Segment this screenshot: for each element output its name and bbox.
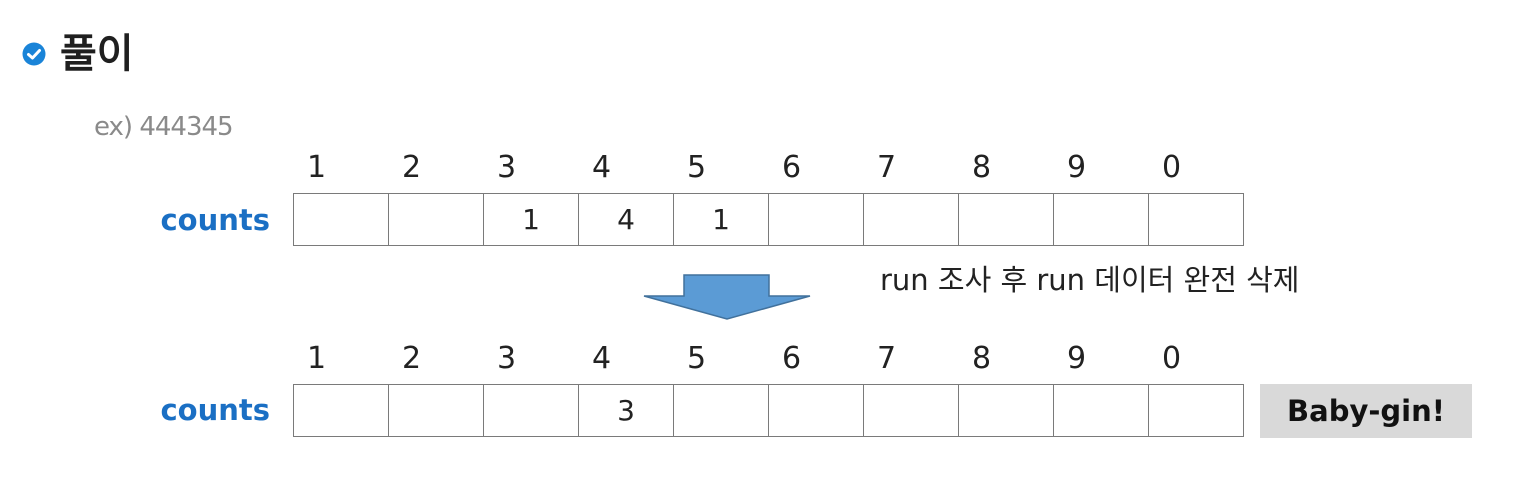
count-cell [769, 385, 864, 436]
count-cell [959, 385, 1054, 436]
digit-header: 3 [497, 341, 517, 376]
counts-label-after: counts [160, 393, 270, 427]
digit-header: 8 [972, 150, 992, 185]
digit-header: 6 [782, 150, 802, 185]
page-title: 풀이 [60, 31, 134, 77]
count-cell: 1 [484, 194, 579, 245]
example-label: ex) 444345 [94, 112, 234, 142]
count-cell: 3 [579, 385, 674, 436]
count-cell [864, 194, 959, 245]
title-row: 풀이 [22, 26, 134, 82]
digit-header: 0 [1162, 150, 1182, 185]
digit-header: 5 [687, 150, 707, 185]
digit-header: 2 [402, 150, 422, 185]
digit-header: 1 [307, 150, 327, 185]
digit-header: 4 [592, 341, 612, 376]
counts-label-before: counts [160, 203, 270, 237]
count-cell: 1 [674, 194, 769, 245]
count-cell [1149, 385, 1244, 436]
digit-header-row-before: 1 2 3 4 5 6 7 8 9 0 [293, 150, 1243, 186]
count-cell [864, 385, 959, 436]
count-cell [294, 194, 389, 245]
digit-header: 9 [1067, 341, 1087, 376]
arrow-down-icon [643, 274, 811, 320]
count-cell [294, 385, 389, 436]
digit-header: 6 [782, 341, 802, 376]
digit-header: 2 [402, 341, 422, 376]
count-cell [674, 385, 769, 436]
digit-header: 5 [687, 341, 707, 376]
digit-header: 8 [972, 341, 992, 376]
count-cell [1054, 385, 1149, 436]
digit-header: 3 [497, 150, 517, 185]
digit-header: 4 [592, 150, 612, 185]
counts-row-after: 3 [293, 384, 1244, 437]
check-circle-icon [22, 42, 46, 66]
digit-header-row-after: 1 2 3 4 5 6 7 8 9 0 [293, 341, 1243, 377]
count-cell [389, 194, 484, 245]
result-badge: Baby-gin! [1260, 384, 1472, 438]
count-cell [389, 385, 484, 436]
digit-header: 9 [1067, 150, 1087, 185]
count-cell [1149, 194, 1244, 245]
count-cell [1054, 194, 1149, 245]
digit-header: 7 [877, 150, 897, 185]
count-cell: 4 [579, 194, 674, 245]
count-cell [769, 194, 864, 245]
digit-header: 7 [877, 341, 897, 376]
count-cell [959, 194, 1054, 245]
digit-header: 1 [307, 341, 327, 376]
transition-note: run 조사 후 run 데이터 완전 삭제 [880, 263, 1300, 297]
count-cell [484, 385, 579, 436]
digit-header: 0 [1162, 341, 1182, 376]
